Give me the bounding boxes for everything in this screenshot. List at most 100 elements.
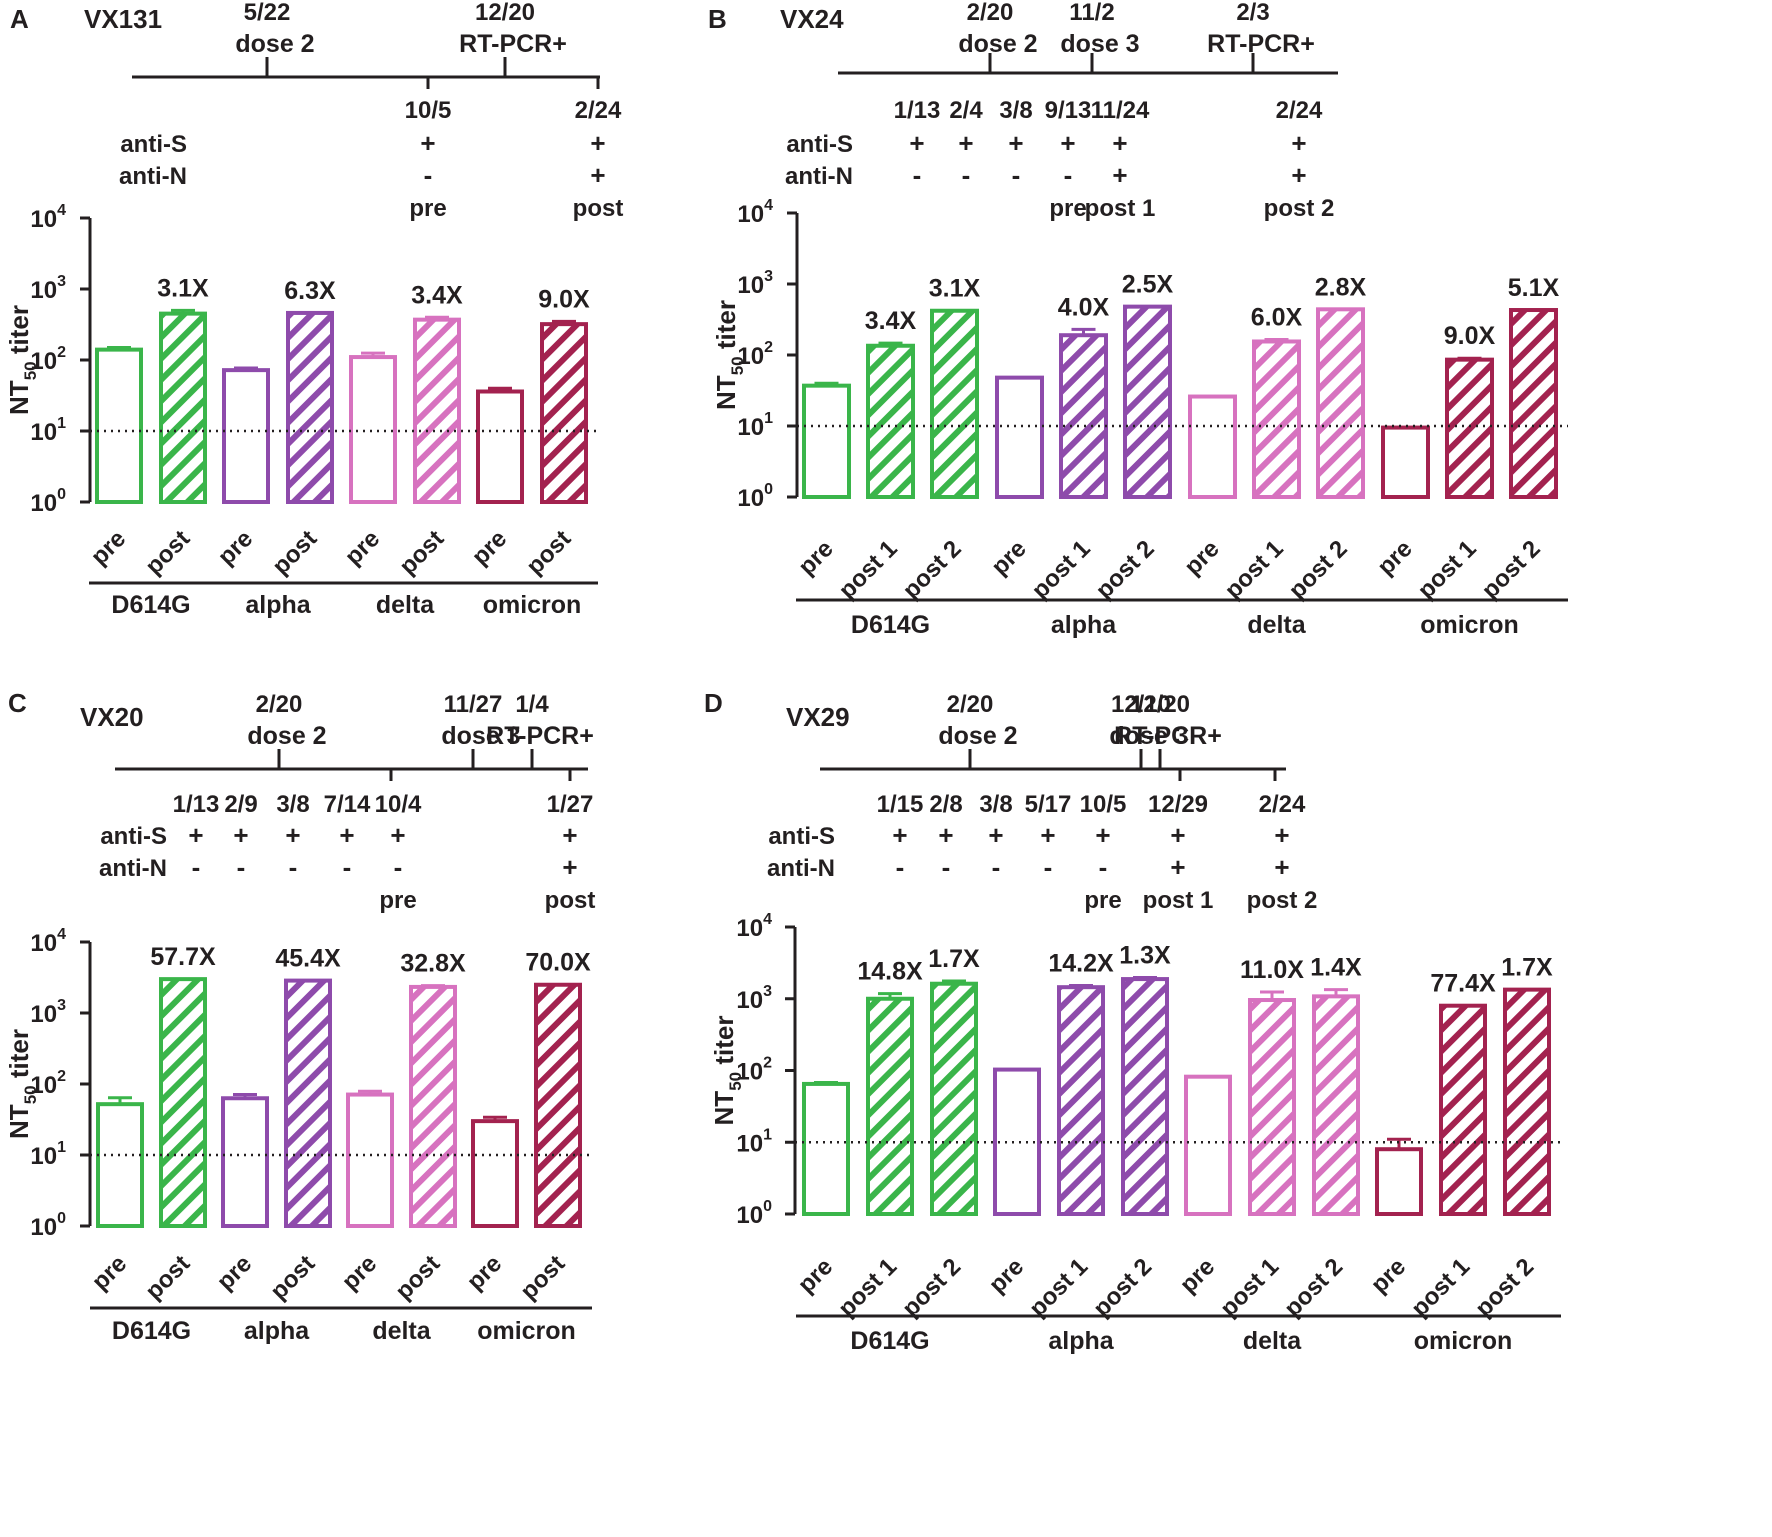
event-label: dose 2 [958,30,1037,58]
fold-change-label: 1.7X [1501,954,1553,982]
y-tick-exponent: 2 [764,339,773,356]
bar [802,383,851,500]
y-tick-label: 101 [736,1126,772,1157]
anti-s-result: + [1112,128,1127,158]
y-tick-exponent: 3 [57,997,66,1014]
bar-category-label: pre [212,1250,258,1296]
sample-date: 1/13 [894,97,941,124]
sample-date: 1/15 [877,791,924,818]
anti-n-result: - [192,852,201,882]
bar [346,1092,394,1229]
y-title-sub: 50 [21,1085,40,1104]
bar [222,368,270,504]
anti-n-result: - [992,852,1001,882]
subject-id: VX131 [84,4,162,34]
bar-category-label: post [140,525,195,580]
y-tick-label: 104 [736,911,772,942]
bar-category-label: post 2 [1284,535,1353,604]
bar [995,375,1044,499]
y-tick-exponent: 0 [763,1198,772,1215]
sample-date: 12/29 [1148,791,1208,818]
bar [1509,308,1558,499]
sample-tag: post 2 [1247,887,1318,914]
bar-category-label: pre [793,1253,839,1299]
fold-change-label: 3.4X [411,281,463,309]
bar [1381,425,1430,500]
anti-s-result: + [1040,820,1055,850]
y-tick-label: 103 [736,983,772,1014]
y-tick-label: 100 [737,481,773,512]
bar [221,1096,269,1229]
bar [1123,304,1172,499]
y-tick-label: 100 [30,1210,66,1241]
anti-s-result: + [590,128,605,158]
y-tick-base: 10 [736,1130,763,1157]
anti-n-result: - [237,852,246,882]
y-tick-base: 10 [30,206,57,233]
bar [476,389,524,505]
group-label: omicron [1420,611,1519,639]
event-label: dose 2 [247,722,326,750]
fold-change-label: 2.8X [1315,273,1367,301]
sample-date: 2/24 [575,97,622,124]
event-label: dose 3 [441,722,520,750]
y-title-main: NT [4,380,34,415]
y-tick-base: 10 [30,930,57,957]
bars: pre 57.7X post D614G pre 45.4X post alpha pre 32.… [87,943,592,1345]
bar-category-label: pre [1366,1253,1412,1299]
anti-s-label: anti-S [100,823,167,850]
anti-n-result: - [942,852,951,882]
bar-category-label: post [521,525,576,580]
bar [409,984,457,1228]
bar-category-label: post [265,1250,320,1305]
event-date: 11/2 [1069,0,1114,26]
subject-id: VX29 [786,702,850,732]
anti-s-result: + [988,820,1003,850]
y-tick-label: 102 [30,344,66,375]
anti-n-result: - [1099,852,1108,882]
y-tick-label: 103 [30,273,66,304]
y-tick-base: 10 [30,277,57,304]
group-label: D614G [851,611,930,639]
group-label: alpha [1051,611,1117,639]
bar [159,977,207,1228]
bar-category-label: post [394,525,449,580]
y-tick-label: 104 [737,197,773,228]
fold-change-label: 6.0X [1251,304,1303,332]
fold-change-label: 9.0X [1444,322,1496,350]
sample-date: 2/24 [1276,97,1323,124]
fold-change-label: 3.1X [929,275,981,303]
anti-n-result: + [1170,852,1185,882]
fold-change-label: 11.0X [1240,956,1304,984]
bar [930,981,978,1216]
anti-s-result: + [1274,820,1289,850]
y-title-main: NT [4,1104,34,1139]
bars: pre 14.8X post 1 1.7X post 2 D614G pre 14.2X pos… [793,941,1561,1355]
event-label: dose 2 [235,30,314,58]
bar-category-label: post 1 [1413,535,1482,604]
event-date: 2/3 [1236,0,1269,26]
y-tick-base: 10 [30,348,57,375]
anti-n-result: - [1012,160,1021,190]
panel-A: A VX131 5/22 dose 2 12/20 RT-PCR+ anti-S anti-N… [4,0,623,619]
panel-letter: B [708,4,727,34]
bar [95,347,143,504]
event-label: RT-PCR+ [459,30,567,58]
event-label: dose 3 [1109,722,1188,750]
bar-category-label: pre [793,535,839,581]
bar-category-label: post 2 [898,535,967,604]
group-label: omicron [483,591,582,619]
fold-change-label: 5.1X [1508,274,1560,302]
bar [1503,987,1551,1217]
bar-category-label: post 1 [1027,535,1096,604]
bar-category-label: pre [213,525,259,571]
anti-s-result: + [892,820,907,850]
anti-n-result: + [590,160,605,190]
y-title-end: titer [711,300,741,356]
y-tick-base: 10 [30,419,57,446]
group-label: D614G [112,1317,191,1345]
y-tick-exponent: 0 [57,1210,66,1227]
